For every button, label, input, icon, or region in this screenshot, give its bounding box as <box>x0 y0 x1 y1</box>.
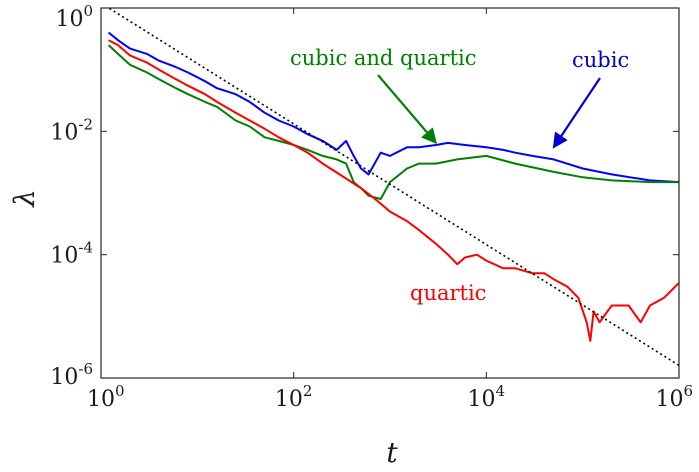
annotation-cubic-and-quartic: cubic and quartic <box>290 46 477 70</box>
reference-dotted-line <box>107 8 679 367</box>
axes-frame <box>100 7 680 379</box>
series-layer <box>107 8 679 367</box>
y-tick-label: 100 <box>55 2 93 32</box>
y-tick-label: 10-2 <box>50 115 93 145</box>
x-tick-label: 102 <box>275 382 313 412</box>
y-axis-label: λ <box>8 189 41 208</box>
annotation-quartic: quartic <box>410 281 486 305</box>
annotation-cubic: cubic <box>572 48 629 72</box>
series-quartic-line <box>108 39 679 342</box>
x-tick-label: 100 <box>87 382 125 412</box>
annotation-cubic-and-quartic-arrow <box>377 74 437 145</box>
annotation-cubic-arrow <box>552 77 601 149</box>
x-tick-label: 106 <box>655 382 693 412</box>
annotation-layer: cubic and quartic cubic quartic <box>290 46 629 305</box>
series-cubic-and-quartic-line <box>107 44 679 200</box>
x-axis-label: t <box>386 436 398 469</box>
y-tick-label: 10-6 <box>50 360 93 390</box>
x-tick-label: 104 <box>468 382 506 412</box>
y-tick-label: 10-4 <box>50 239 93 269</box>
series-cubic-line <box>107 31 679 184</box>
tick-layer: 100 102 104 106 100 10-2 10-4 10-6 <box>50 2 693 412</box>
